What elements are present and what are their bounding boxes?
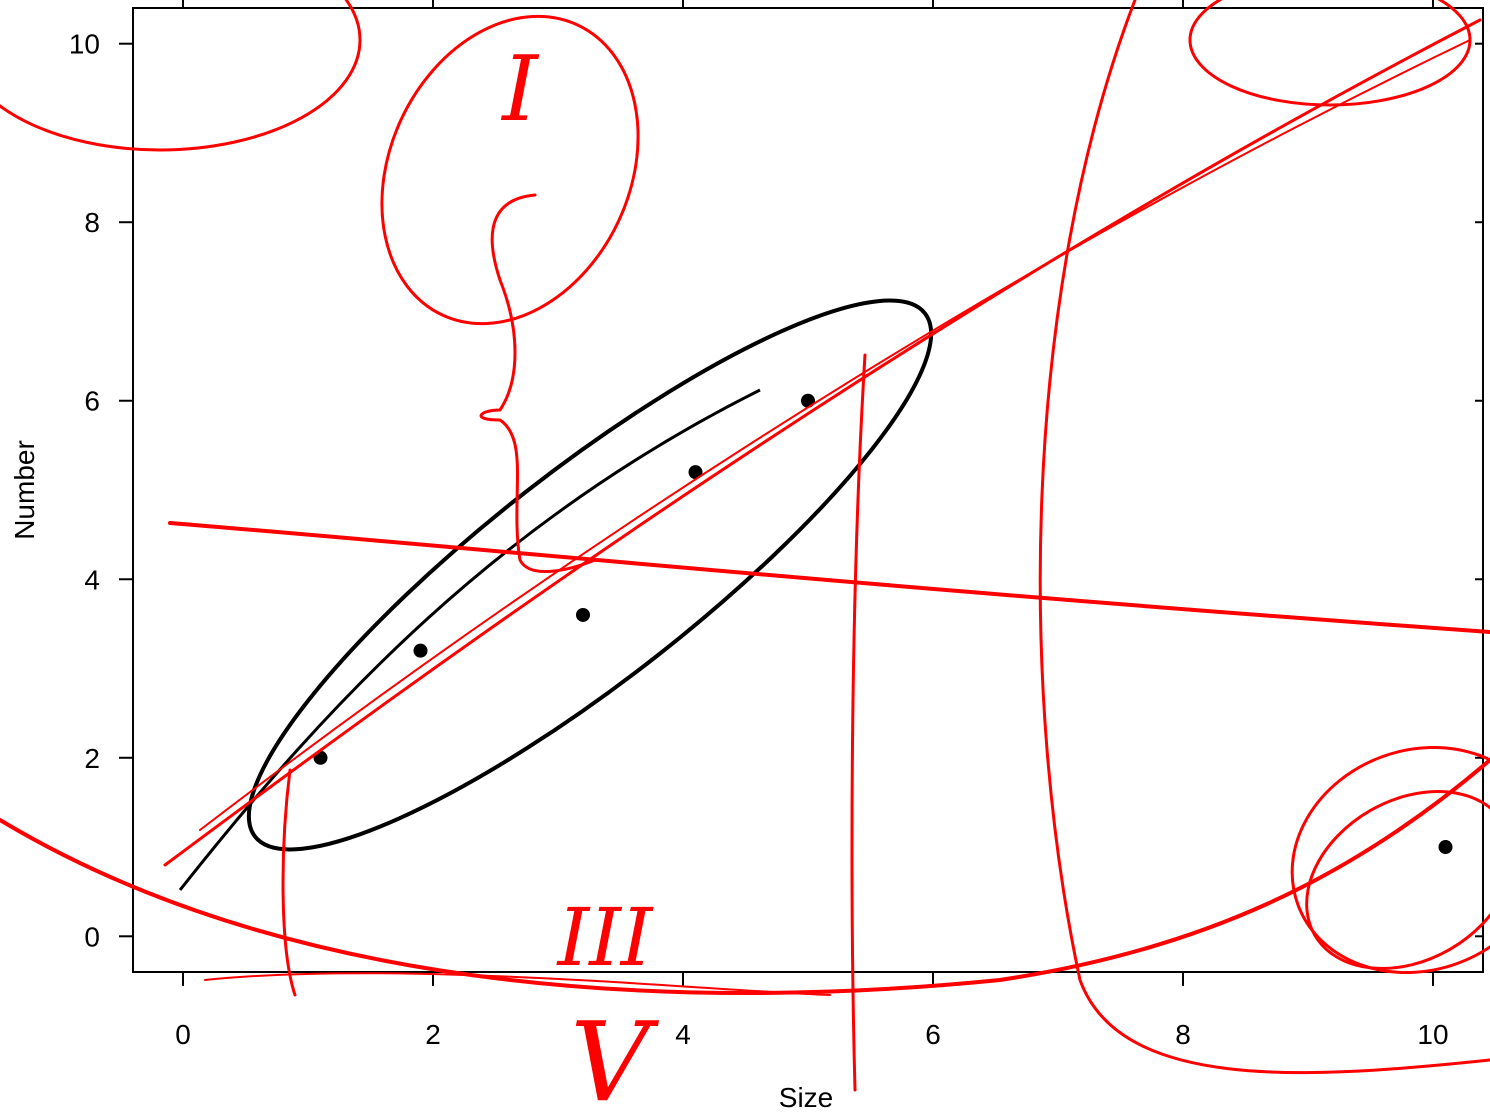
red-curve	[204, 972, 831, 996]
x-axis-label: Size	[779, 1082, 833, 1113]
red-curve	[1038, 0, 1490, 1075]
red-curve	[281, 768, 297, 997]
point	[1438, 840, 1453, 855]
x-tick-label: 0	[175, 1019, 191, 1050]
y-tick-label: 8	[84, 207, 100, 238]
x-tick-label: 8	[1175, 1019, 1191, 1050]
red-curve	[850, 353, 867, 1092]
annotation: I	[500, 37, 539, 142]
annotation: V	[570, 998, 659, 1119]
y-tick-label: 2	[84, 743, 100, 774]
red-circle	[380, 14, 640, 326]
point	[801, 393, 815, 408]
plot-base: 0 2 4 6 8 10 0 2 4 6 8 10 Size Number	[9, 0, 1484, 1113]
y-tick-label: 6	[84, 386, 100, 417]
red-line	[163, 18, 1482, 867]
red-circle	[1290, 745, 1490, 975]
point	[688, 465, 703, 480]
point	[413, 643, 428, 658]
x-tick-label: 6	[925, 1019, 941, 1050]
point	[576, 607, 590, 622]
y-tick-label: 4	[84, 564, 100, 595]
y-tick-label: 0	[84, 921, 100, 952]
y-tick-label: 10	[69, 29, 100, 60]
red-brace	[479, 193, 597, 574]
y-axis-label: Number	[9, 440, 40, 540]
x-tick-label: 2	[425, 1019, 441, 1050]
red-circle	[1188, 0, 1472, 107]
red-circle	[1305, 790, 1490, 970]
ellipse	[246, 298, 934, 852]
red-line	[199, 39, 1471, 831]
x-tick-label: 10	[1417, 1019, 1448, 1050]
red-arc	[0, 758, 1490, 995]
red-circle	[0, 0, 362, 152]
trend-curve	[178, 388, 761, 891]
plot-frame	[132, 7, 1484, 973]
annotation: III	[556, 891, 654, 984]
red-line	[168, 521, 1490, 634]
x-tick-label: 4	[675, 1019, 691, 1050]
